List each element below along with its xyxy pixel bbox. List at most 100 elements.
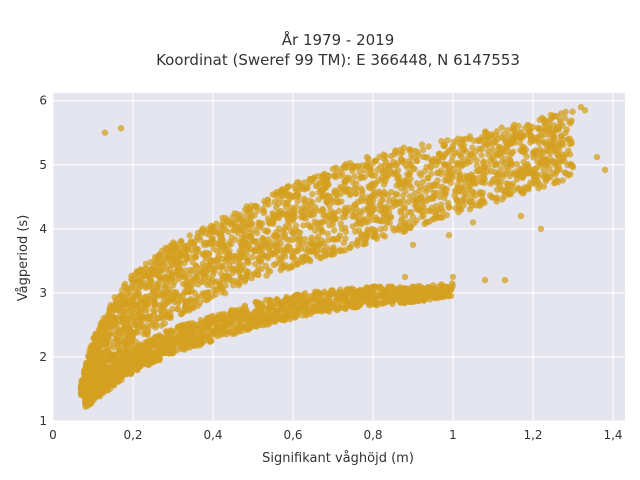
data-point xyxy=(530,154,537,161)
data-point xyxy=(331,189,338,197)
data-point xyxy=(267,218,274,225)
data-point xyxy=(157,336,165,344)
data-point xyxy=(279,298,287,305)
data-point xyxy=(228,240,235,248)
data-point xyxy=(422,185,429,192)
data-point xyxy=(493,194,500,201)
data-point xyxy=(551,112,559,120)
data-point xyxy=(488,194,496,201)
data-point xyxy=(462,190,469,197)
data-point xyxy=(300,222,307,229)
data-point xyxy=(171,255,179,262)
data-point xyxy=(448,285,455,292)
data-point xyxy=(209,224,216,232)
data-point xyxy=(413,295,421,302)
data-point xyxy=(131,320,139,328)
data-point xyxy=(593,153,601,161)
data-point xyxy=(273,296,281,304)
data-point xyxy=(293,292,300,299)
data-point xyxy=(501,276,509,284)
data-point xyxy=(513,176,521,183)
data-point xyxy=(121,339,128,347)
data-point xyxy=(372,298,379,305)
data-point xyxy=(324,181,331,188)
data-point xyxy=(481,276,489,284)
data-point xyxy=(372,157,380,165)
data-point xyxy=(424,207,431,215)
data-point xyxy=(481,179,488,187)
data-point xyxy=(133,302,140,309)
data-point xyxy=(527,179,534,186)
data-point xyxy=(479,189,486,196)
data-point xyxy=(542,141,550,148)
data-point xyxy=(398,285,405,293)
data-point xyxy=(416,170,423,177)
data-point xyxy=(102,342,110,349)
data-point xyxy=(98,384,105,391)
data-point xyxy=(208,241,215,248)
data-point xyxy=(427,164,434,171)
data-point xyxy=(556,138,563,145)
data-point xyxy=(538,171,545,179)
data-point xyxy=(275,308,283,315)
data-point xyxy=(454,149,461,156)
data-point xyxy=(494,174,501,181)
data-point xyxy=(242,235,249,243)
data-point xyxy=(417,283,424,290)
data-point xyxy=(154,280,161,287)
data-point xyxy=(181,259,188,267)
data-point xyxy=(568,117,575,124)
data-point xyxy=(354,242,361,249)
data-point xyxy=(192,252,199,260)
data-point xyxy=(108,338,116,345)
data-point xyxy=(281,315,289,323)
data-point xyxy=(255,254,262,262)
data-point xyxy=(497,165,504,172)
data-point xyxy=(164,254,172,261)
data-point xyxy=(342,228,349,235)
data-point xyxy=(176,258,183,265)
data-point xyxy=(276,313,283,320)
data-point xyxy=(422,154,429,161)
data-point xyxy=(450,165,458,172)
data-point xyxy=(342,305,349,313)
data-point xyxy=(373,232,380,240)
data-point xyxy=(283,204,290,211)
data-point xyxy=(550,135,557,142)
data-point xyxy=(425,285,433,292)
data-point xyxy=(326,202,333,209)
data-point xyxy=(194,337,202,345)
data-points xyxy=(77,103,609,410)
data-point xyxy=(393,182,400,189)
data-point xyxy=(412,147,419,154)
data-point xyxy=(464,158,471,165)
data-point xyxy=(359,187,366,195)
data-point xyxy=(88,382,96,389)
data-point xyxy=(402,227,409,235)
data-point xyxy=(286,191,293,198)
data-point xyxy=(342,164,349,172)
data-point xyxy=(425,143,432,150)
x-tick-label: 0 xyxy=(49,428,57,442)
data-point xyxy=(124,348,131,355)
data-point xyxy=(281,191,288,198)
data-point xyxy=(348,303,356,311)
data-point xyxy=(383,158,390,166)
data-point xyxy=(346,186,354,194)
data-point xyxy=(350,213,358,220)
data-point xyxy=(352,190,360,197)
data-point xyxy=(211,287,218,294)
data-point xyxy=(316,219,324,226)
data-point xyxy=(488,155,495,163)
data-point xyxy=(352,201,359,208)
data-point xyxy=(320,186,327,193)
data-point xyxy=(348,207,355,214)
data-point xyxy=(423,219,430,226)
data-point xyxy=(255,219,262,226)
data-point xyxy=(381,190,388,197)
data-point xyxy=(251,227,258,234)
data-point xyxy=(456,173,463,180)
data-point xyxy=(324,230,331,237)
data-point xyxy=(537,225,545,232)
data-point xyxy=(133,275,141,282)
